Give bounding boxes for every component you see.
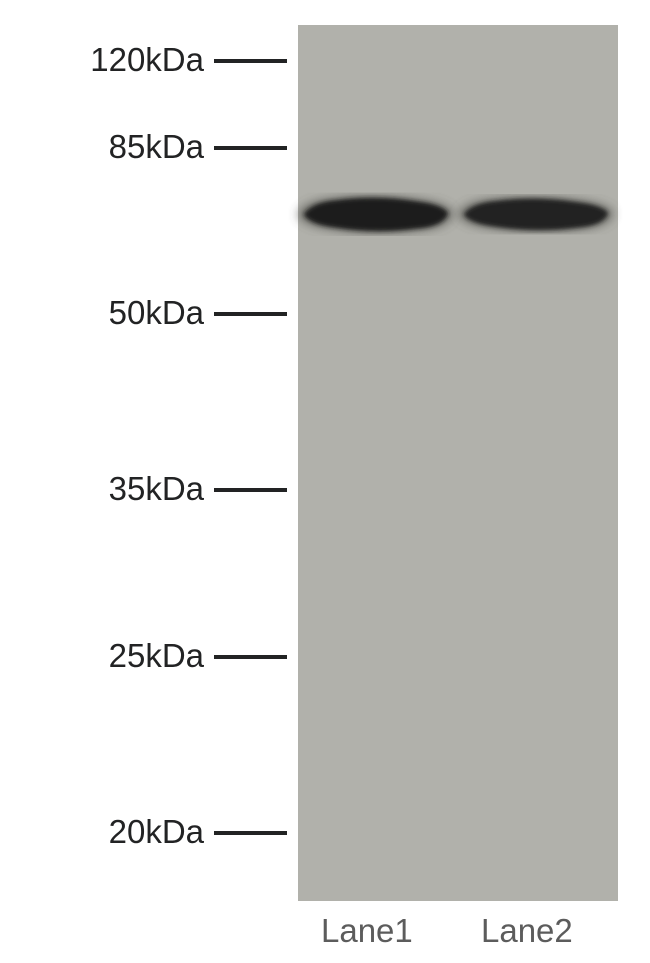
marker-tick bbox=[214, 146, 287, 150]
marker-tick bbox=[214, 59, 287, 63]
membrane-strip bbox=[298, 25, 618, 901]
marker-tick bbox=[214, 312, 287, 316]
blot-figure: 120kDa 85kDa 50kDa 35kDa 25kDa 20kDa Lane1 Lan… bbox=[0, 0, 650, 963]
protein-band bbox=[286, 180, 466, 246]
marker-label: 120kDa bbox=[90, 41, 204, 79]
marker-label: 50kDa bbox=[109, 294, 204, 332]
marker-tick bbox=[214, 831, 287, 835]
marker-label: 20kDa bbox=[109, 813, 204, 851]
marker-label: 25kDa bbox=[109, 637, 204, 675]
lane-label: Lane2 bbox=[481, 912, 573, 950]
protein-band bbox=[446, 181, 626, 245]
lane-label: Lane1 bbox=[321, 912, 413, 950]
marker-label: 35kDa bbox=[109, 470, 204, 508]
marker-tick bbox=[214, 488, 287, 492]
marker-tick bbox=[214, 655, 287, 659]
marker-label: 85kDa bbox=[109, 128, 204, 166]
